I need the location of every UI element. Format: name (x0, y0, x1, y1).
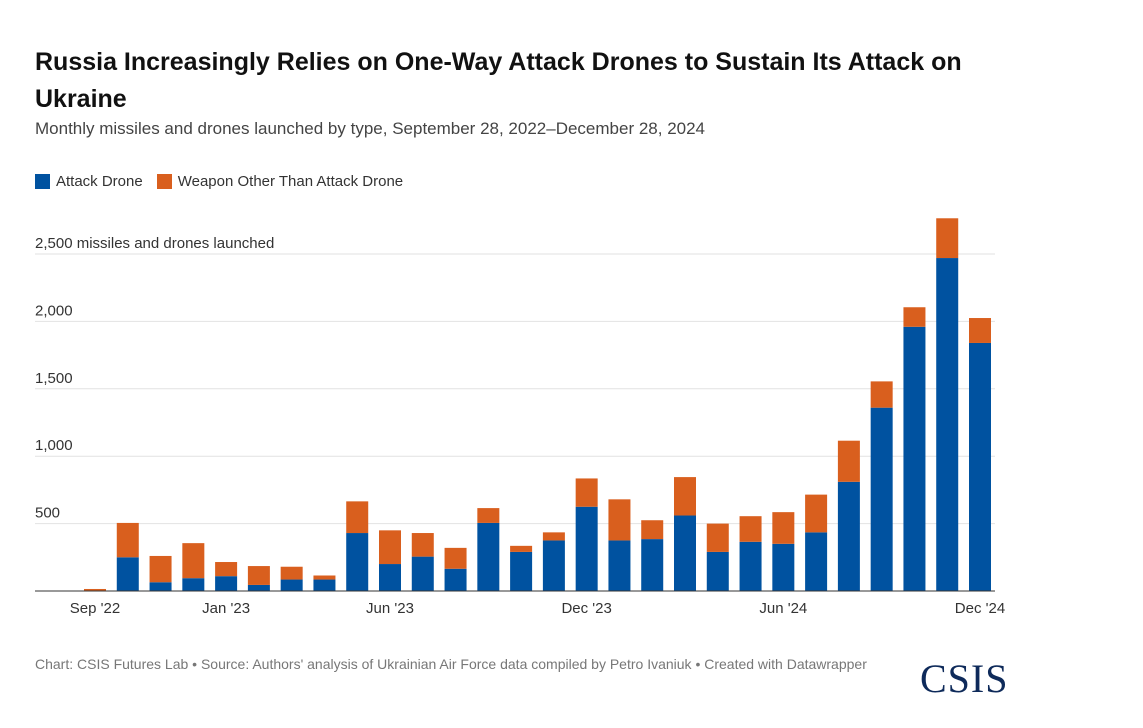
legend-item-other-weapon: Weapon Other Than Attack Drone (156, 173, 404, 190)
bar-attack-drone (542, 540, 565, 591)
x-tick-label: Jan '23 (202, 600, 250, 617)
chart-title: Russia Increasingly Relies on One-Way At… (35, 48, 962, 113)
bar-attack-drone (969, 342, 991, 591)
stacked-bar-chart: 500 1,000 1,500 2,000 2,500 missiles and dro… (35, 218, 1005, 617)
bar-attack-drone (247, 584, 270, 591)
bar-attack-drone (837, 481, 860, 591)
bar-attack-drone (379, 564, 401, 591)
bar-other-weapon (706, 523, 729, 552)
bar-attack-drone (280, 579, 303, 591)
bar-attack-drone (739, 541, 762, 591)
bar-attack-drone (215, 576, 238, 591)
y-tick-label: 1,000 (35, 437, 73, 454)
bar-other-weapon (116, 522, 139, 558)
bar-attack-drone (641, 539, 664, 591)
legend: Attack Drone Weapon Other Than Attack Dr… (35, 173, 417, 190)
bar-other-weapon (149, 555, 172, 583)
bar-attack-drone (411, 556, 434, 591)
bar-attack-drone (510, 551, 533, 591)
bar-attack-drone (346, 533, 369, 591)
bar-attack-drone (903, 326, 926, 591)
bar-other-weapon (608, 499, 631, 541)
bar-other-weapon (215, 562, 238, 577)
bar-other-weapon (641, 520, 664, 540)
bar-attack-drone (608, 540, 631, 591)
bar-attack-drone (706, 551, 729, 591)
bar-attack-drone (149, 582, 172, 591)
bar-attack-drone (674, 515, 696, 591)
bar-attack-drone (575, 506, 598, 591)
x-tick-label: Dec '24 (955, 600, 1005, 617)
legend-swatch-attack-drone (35, 174, 50, 189)
bar-attack-drone (182, 578, 205, 591)
bar-attack-drone (444, 568, 467, 591)
bar-attack-drone (805, 532, 828, 591)
y-tick-label: 2,000 (35, 302, 73, 319)
legend-label-attack-drone: Attack Drone (56, 173, 143, 190)
bar-other-weapon (739, 516, 762, 542)
y-tick-label: 2,500 missiles and drones launched (35, 235, 274, 252)
bar-other-weapon (936, 218, 959, 259)
bar-other-weapon (182, 543, 205, 579)
bar-attack-drone (313, 579, 336, 591)
bar-attack-drone (116, 557, 139, 591)
bar-attack-drone (870, 407, 893, 591)
bar-attack-drone (936, 258, 959, 591)
chart-footer-note: Chart: CSIS Futures Lab • Source: Author… (35, 656, 867, 672)
bar-other-weapon (247, 566, 270, 585)
bar-other-weapon (542, 532, 565, 541)
y-tick-label: 1,500 (35, 370, 73, 387)
x-tick-label: Sep '22 (70, 600, 120, 617)
bar-other-weapon (575, 478, 598, 507)
legend-label-other-weapon: Weapon Other Than Attack Drone (177, 173, 404, 190)
bar-other-weapon (84, 588, 106, 591)
bar-other-weapon (411, 533, 434, 557)
legend-swatch-other-weapon (156, 174, 172, 189)
bar-other-weapon (837, 440, 860, 482)
bar-attack-drone (772, 543, 795, 591)
bar-other-weapon (510, 545, 533, 552)
bar-other-weapon (870, 381, 893, 408)
bar-other-weapon (805, 494, 828, 533)
x-tick-label: Jun '23 (366, 600, 414, 617)
bar-other-weapon (903, 307, 926, 327)
bar-other-weapon (674, 477, 696, 516)
bar-attack-drone (477, 522, 500, 591)
bar-other-weapon (346, 501, 369, 534)
bar-other-weapon (444, 547, 467, 569)
x-tick-label: Dec '23 (561, 600, 611, 617)
x-tick-label: Jun '24 (759, 600, 807, 617)
chart-subtitle: Monthly missiles and drones launched by … (35, 119, 706, 138)
bar-other-weapon (313, 575, 336, 580)
bar-other-weapon (969, 318, 991, 343)
bar-other-weapon (772, 512, 795, 544)
bar-other-weapon (280, 566, 303, 580)
bar-other-weapon (379, 530, 401, 565)
csis-logo: CSIS (920, 656, 1009, 701)
legend-item-attack-drone: Attack Drone (35, 173, 143, 190)
y-tick-label: 500 (35, 505, 60, 522)
bar-other-weapon (477, 508, 500, 523)
